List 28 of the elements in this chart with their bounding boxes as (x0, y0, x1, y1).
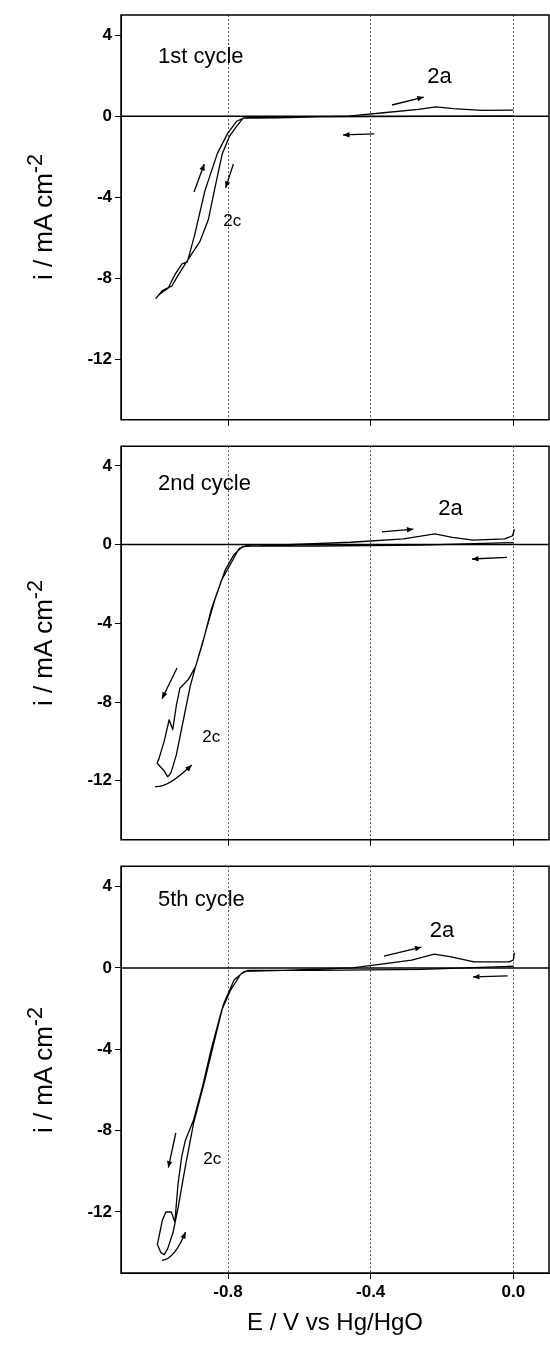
y-tick-label: 4 (102, 455, 113, 475)
annotation: 2a (429, 917, 455, 943)
y-tick-label: -12 (87, 1201, 112, 1221)
y-tick-label: 0 (102, 957, 112, 977)
y-tick-label: -12 (87, 770, 112, 790)
x-tick-label: -0.8 (213, 1281, 243, 1301)
y-tick-label: 0 (102, 534, 112, 554)
y-tick-label: -8 (96, 691, 112, 711)
y-tick-label: 0 (102, 105, 112, 125)
y-tick-label: -4 (96, 186, 113, 206)
annotation: 2c (203, 1148, 222, 1168)
x-tick-label: -0.4 (356, 1281, 386, 1301)
y-tick-label: -12 (87, 348, 112, 368)
y-tick-label: -4 (96, 613, 113, 633)
y-tick-label: -4 (96, 1038, 113, 1058)
y-tick-label: 4 (102, 876, 113, 896)
annotation: 2a (438, 495, 464, 521)
text: 5th cycle (158, 886, 245, 912)
y-tick-label: 4 (102, 24, 113, 44)
annotation: 2c (223, 211, 242, 231)
x-tick-label: 0.0 (501, 1281, 526, 1301)
y-tick-label: -8 (96, 1120, 112, 1140)
x-axis-title: E / V vs Hg/HgO (246, 1307, 424, 1335)
y-tick-label: -8 (96, 267, 112, 287)
annotation: 2c (202, 727, 221, 747)
text: 2nd cycle (158, 470, 251, 496)
annotation: 2a (427, 62, 453, 88)
text: 1st cycle (158, 43, 244, 69)
